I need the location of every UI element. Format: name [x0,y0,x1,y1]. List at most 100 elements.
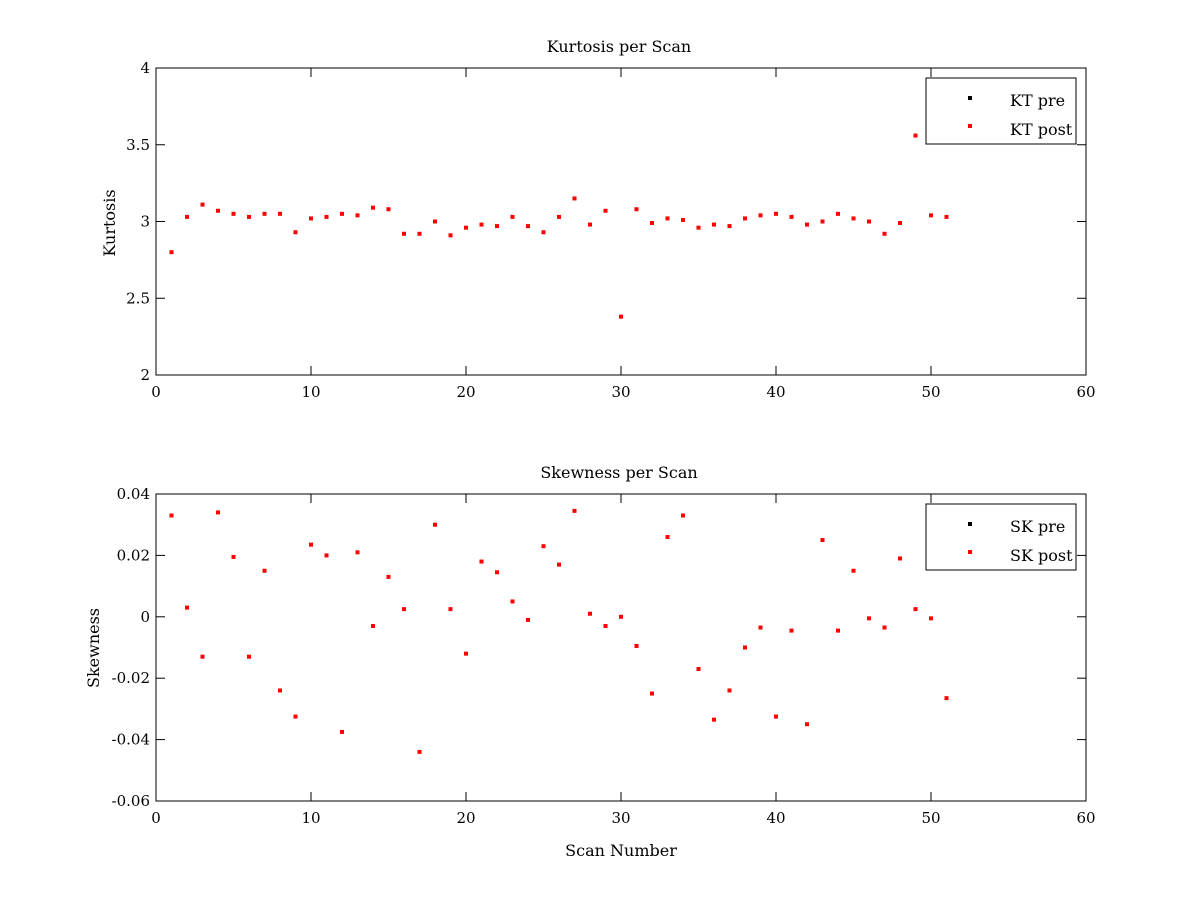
point-sk-post [603,624,608,629]
point-kt-post [216,208,220,213]
point-sk-post [557,562,561,567]
point-sk-post [433,522,437,527]
point-sk-post [216,510,220,515]
point-kt-post [247,214,251,219]
point-kt-post [526,224,530,229]
legend-marker-kt-pre [968,96,972,100]
point-sk-post [836,628,840,633]
kurtosis-points [169,133,949,319]
point-sk-post [727,688,732,693]
point-kt-post [727,224,732,229]
point-sk-post [231,554,236,559]
point-kt-post [541,230,546,235]
point-kt-post [789,214,794,219]
skewness-points [169,508,949,754]
kurtosis-axes-box [155,67,1087,376]
point-sk-post [479,559,484,564]
point-sk-post [851,568,856,573]
point-sk-post [185,605,189,610]
point-sk-post [417,749,422,754]
point-kt-post [417,231,422,236]
skewness-x-axis-label: Scan Number [565,841,677,860]
skewness-y-tick-label: -0.02 [112,669,150,687]
point-kt-post [200,202,205,207]
point-kt-post [650,221,654,226]
point-kt-post [929,213,933,218]
legend-label-sk-post: SK post [1010,546,1073,565]
kurtosis-y-tick-label: 2 [140,366,150,384]
point-sk-post [929,616,933,621]
point-sk-post [619,614,623,619]
point-sk-post [867,616,871,621]
point-kt-post [634,207,639,212]
kurtosis-y-tick-label: 2.5 [126,289,150,307]
point-kt-post [371,205,375,210]
point-kt-post [712,222,716,227]
point-kt-post [278,211,282,216]
skewness-y-tick-label: 0.02 [117,546,150,564]
legend-marker-sk-post [968,550,972,554]
point-kt-post [588,222,592,227]
legend-label-sk-pre: SK pre [1010,517,1065,536]
point-sk-post [262,568,267,573]
point-sk-post [386,574,391,579]
point-kt-post [836,211,840,216]
kurtosis-x-tick-label: 60 [1076,383,1095,401]
skewness-x-tick-label: 20 [456,809,475,827]
point-kt-post [619,314,623,319]
point-sk-post [696,666,701,671]
point-sk-post [789,628,794,633]
point-kt-post [944,214,949,219]
point-sk-post [743,645,747,650]
point-kt-post [743,216,747,221]
kurtosis-x-tick-label: 20 [456,383,475,401]
point-sk-post [247,654,251,659]
point-kt-post [495,224,499,229]
point-kt-post [324,214,329,219]
point-sk-post [681,513,685,518]
point-kt-post [231,211,236,216]
point-kt-post [758,213,763,218]
point-sk-post [495,570,499,575]
kurtosis-x-tick-label: 0 [151,383,161,401]
kurtosis-x-tick-label: 40 [766,383,785,401]
skewness-y-tick-label: 0 [140,608,150,626]
point-sk-post [572,508,577,513]
point-kt-post [805,222,809,227]
point-sk-post [944,696,949,701]
point-kt-post [479,222,484,227]
legend-label-kt-post: KT post [1010,120,1073,139]
point-sk-post [805,722,809,727]
skewness-y-axis-label: Skewness [84,608,103,688]
skewness-x-tick-label: 30 [611,809,630,827]
skewness-y-tick-label: -0.06 [112,792,150,810]
point-sk-post [371,624,375,629]
point-sk-post [464,651,468,656]
point-sk-post [526,617,530,622]
point-kt-post [433,219,437,224]
point-kt-post [386,207,391,212]
legend-label-kt-pre: KT pre [1010,91,1065,110]
point-sk-post [293,714,298,719]
kurtosis-chart-title: Kurtosis per Scan [547,37,691,56]
point-kt-post [681,217,685,222]
kurtosis-y-axis-label: Kurtosis [100,189,119,256]
skewness-legend-box [925,503,1077,571]
kurtosis-x-tick-label: 50 [921,383,940,401]
point-kt-post [867,219,871,224]
point-kt-post [696,225,701,230]
skewness-x-tick-label: 0 [151,809,161,827]
point-kt-post [820,219,825,224]
point-kt-post [510,214,515,219]
point-sk-post [200,654,205,659]
point-sk-post [913,607,918,612]
skewness-y-tick-label: 0.04 [117,485,150,503]
skewness-axes-box [155,493,1087,802]
point-kt-post [898,221,902,226]
skewness-legend: SK pre SK post [925,503,1077,571]
point-sk-post [898,556,902,561]
point-kt-post [448,233,453,238]
point-kt-post [665,216,670,221]
skewness-x-tick-label: 50 [921,809,940,827]
legend-marker-sk-pre [968,522,972,526]
